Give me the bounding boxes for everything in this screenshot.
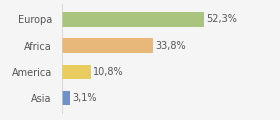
Text: 33,8%: 33,8% <box>156 41 186 51</box>
Bar <box>62 65 91 79</box>
Bar <box>62 12 204 27</box>
Text: 10,8%: 10,8% <box>93 67 124 77</box>
Bar <box>62 38 153 53</box>
Text: 52,3%: 52,3% <box>206 14 237 24</box>
Text: 3,1%: 3,1% <box>72 93 97 103</box>
Bar <box>62 91 70 105</box>
